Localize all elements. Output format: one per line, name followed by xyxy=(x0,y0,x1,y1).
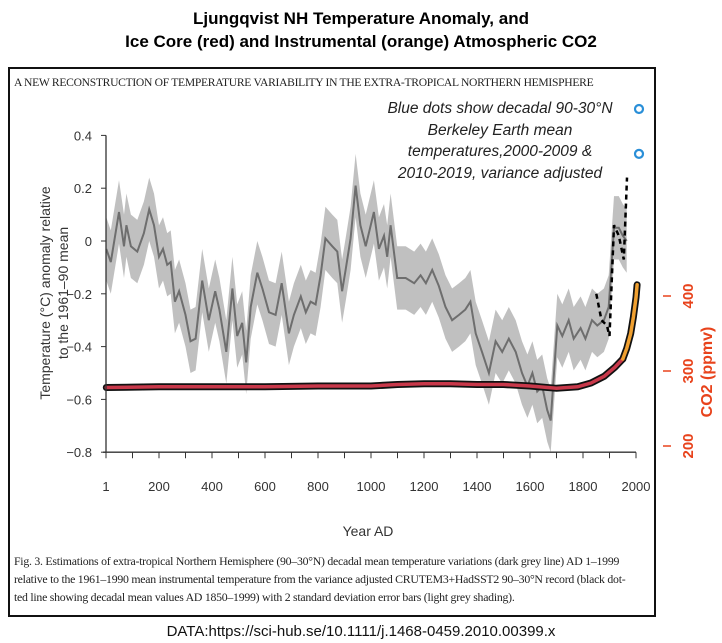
annotation-line: Berkeley Earth mean xyxy=(427,121,573,139)
x-tick-label: 1000 xyxy=(357,479,386,494)
x-tick-label: 800 xyxy=(307,479,329,494)
caption-line: relative to the 1961–1990 mean instrumen… xyxy=(14,572,626,586)
x-tick-label: 400 xyxy=(201,479,223,494)
x-tick-label: 1600 xyxy=(516,479,545,494)
caption-line: ted line showing decadal mean values AD … xyxy=(14,590,515,604)
y-tick-label: 0.4 xyxy=(74,128,92,143)
x-tick-label: 200 xyxy=(148,479,170,494)
y-axis-label-line-1: Temperature (°C) anomaly relative xyxy=(37,186,53,400)
berkeley-dot xyxy=(633,148,645,159)
y-tick-label: 0.2 xyxy=(74,181,92,196)
annotation-line: Blue dots show decadal 90-30°N xyxy=(387,100,613,117)
chart-title-line-1: Ljungqvist NH Temperature Anomaly, and xyxy=(193,9,529,28)
figure-caption: Fig. 3. Estimations of extra-tropical No… xyxy=(14,552,654,606)
berkeley-annotation: Blue dots show decadal 90-30°N Berkeley … xyxy=(350,98,650,184)
x-tick-label: 2000 xyxy=(622,479,651,494)
error-band xyxy=(106,153,627,453)
temperature-line xyxy=(105,185,628,421)
error-band-layer xyxy=(106,153,627,453)
axes-layer: 0.40.20−0.2−0.4−0.6−0.81 200 400 600 800 1000… xyxy=(66,128,697,494)
y-tick-label: −0.8 xyxy=(66,445,92,460)
figure-header: A NEW RECONSTRUCTION OF TEMPERATURE VARI… xyxy=(14,76,594,89)
y2-tick-label: 400 xyxy=(680,283,697,308)
chart-title-line-2: Ice Core (red) and Instrumental (orange)… xyxy=(125,32,597,51)
data-source: DATA:https://sci-hub.se/10.1111/j.1468-0… xyxy=(166,623,556,640)
y2-tick-label: 300 xyxy=(680,358,697,383)
co2-instrumental-line xyxy=(621,283,639,361)
y-tick-label: −0.6 xyxy=(66,392,92,407)
y-axis-label-line-2: to the 1961–90 mean xyxy=(55,227,71,359)
series-layer xyxy=(102,103,645,421)
annotation-line: 2010-2019, variance adjusted xyxy=(397,164,603,182)
y2-axis-label: CO2 (ppmv) xyxy=(699,327,716,418)
caption-line: Fig. 3. Estimations of extra-tropical No… xyxy=(14,554,620,568)
co2-ice-core-line xyxy=(104,357,625,391)
x-tick-label: 1 xyxy=(102,479,109,494)
figure-frame xyxy=(8,67,656,617)
x-axis-label: Year AD xyxy=(343,523,394,539)
instrumental-dotted-line xyxy=(595,177,629,337)
y-tick-label: 0 xyxy=(85,234,92,249)
y-tick-label: −0.2 xyxy=(66,287,92,302)
x-tick-label: 1800 xyxy=(569,479,598,494)
y2-tick-label: 200 xyxy=(680,433,697,458)
berkeley-dot xyxy=(633,103,645,115)
annotation-line: temperatures,2000-2009 & xyxy=(407,143,593,160)
y-tick-label: −0.4 xyxy=(66,340,92,355)
x-tick-label: 1200 xyxy=(410,479,439,494)
x-tick-label: 600 xyxy=(254,479,276,494)
x-tick-label: 1400 xyxy=(463,479,492,494)
